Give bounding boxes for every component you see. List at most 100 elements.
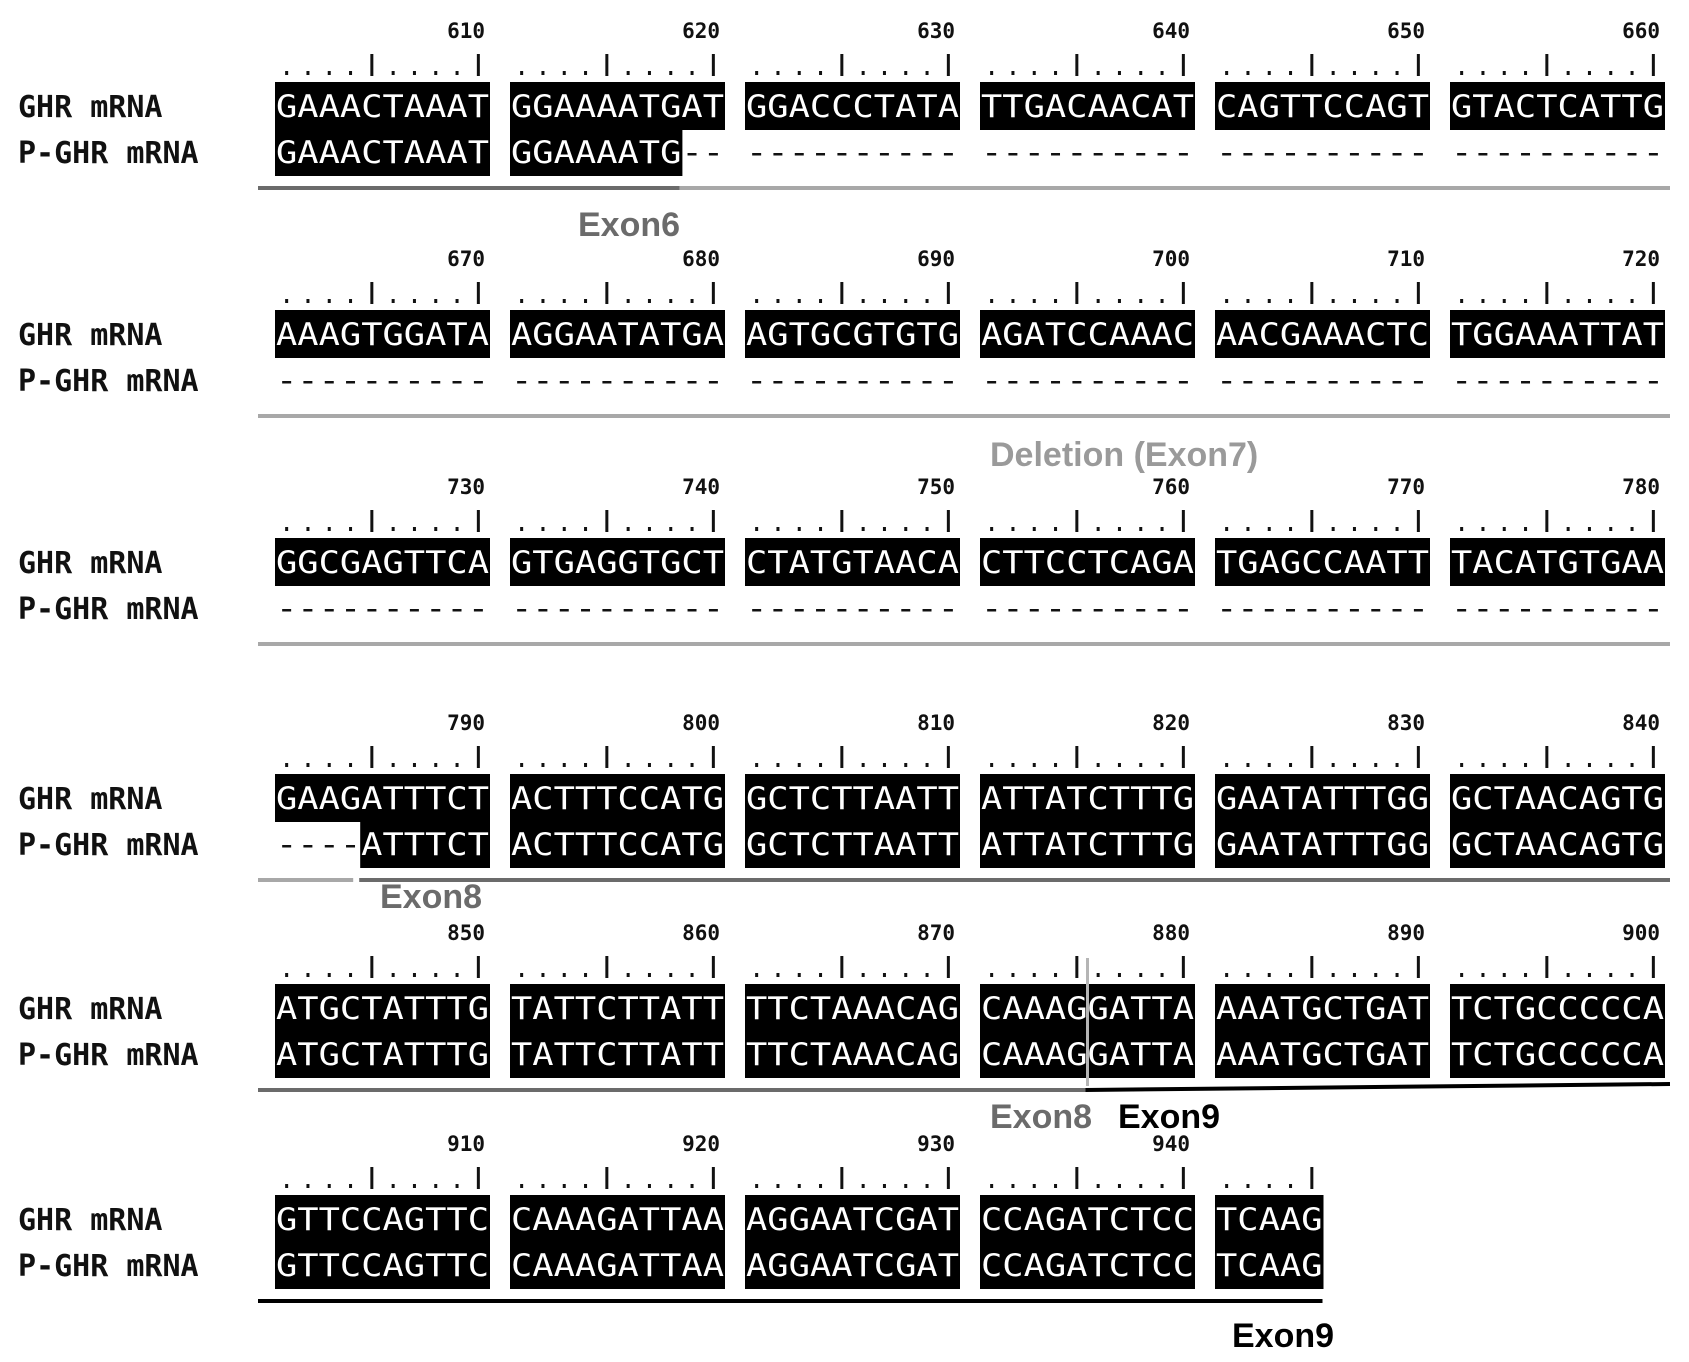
ruler-dot — [669, 763, 673, 767]
ruler-dot — [1267, 71, 1271, 75]
ruler-dot — [1587, 71, 1591, 75]
ruler-dot — [349, 973, 353, 977]
ruler-dot — [520, 1184, 524, 1188]
alignment-block: 910 920 930 940 GHR mRNA P-GHR mRNA GTTCCAGTTC… — [18, 1132, 1334, 1355]
ruler-dot — [990, 527, 994, 531]
ruler-dot — [669, 1184, 673, 1188]
ruler-dot — [776, 763, 780, 767]
ruler-dot — [1225, 299, 1229, 303]
ruler-dot — [1289, 1184, 1293, 1188]
ruler-dot — [541, 527, 545, 531]
ruler-dot — [626, 1184, 630, 1188]
ruler-dot — [904, 1184, 908, 1188]
position-number: 840 — [1622, 711, 1660, 735]
sequence-box — [275, 538, 490, 586]
sequence-box — [980, 820, 1195, 868]
ruler-dot — [1054, 1184, 1058, 1188]
ruler-dot — [1289, 763, 1293, 767]
alignment-block: 730 740 750 760 770 780 GHR mRNA P-GHR mRNA GGCG… — [18, 475, 1670, 646]
ruler-dot — [1289, 299, 1293, 303]
position-number: 680 — [682, 247, 720, 271]
ruler-dot — [990, 1184, 994, 1188]
ghr-sequence: TGGAAATTAT — [1451, 317, 1664, 353]
sequence-box — [745, 82, 960, 130]
ruler-dot — [925, 1184, 929, 1188]
ruler-dot — [520, 973, 524, 977]
pghr-sequence: GAATATTTGG — [1216, 827, 1429, 863]
ruler-dot — [755, 527, 759, 531]
ruler-dot — [797, 1184, 801, 1188]
sequence-box — [980, 82, 1195, 130]
ruler-dot — [541, 1184, 545, 1188]
ruler-dot — [434, 527, 438, 531]
ruler-dot — [1395, 299, 1399, 303]
ruler-dot — [1331, 527, 1335, 531]
ruler-dot — [1566, 71, 1570, 75]
ghr-sequence: GTGAGGTGCT — [511, 545, 724, 581]
ruler-dot — [1289, 973, 1293, 977]
ruler-dot — [1139, 299, 1143, 303]
ghr-sequence: TATTCTTATT — [511, 991, 724, 1027]
ruler-dot — [1460, 527, 1464, 531]
ruler-dot — [285, 527, 289, 531]
pghr-sequence: ---------- — [1216, 363, 1429, 399]
ruler-dot — [882, 763, 886, 767]
ruler-dot — [1609, 763, 1613, 767]
ruler-dot — [1524, 299, 1528, 303]
row-label-ghr: GHR mRNA — [18, 546, 163, 581]
ruler-dot — [1481, 71, 1485, 75]
sequence-box — [1215, 1195, 1324, 1243]
ruler-dot — [1096, 763, 1100, 767]
ruler-dot — [349, 763, 353, 767]
ruler-dot — [755, 973, 759, 977]
sequence-box — [745, 1195, 960, 1243]
pghr-sequence: TCAAG — [1216, 1248, 1323, 1284]
ruler-dot — [584, 71, 588, 75]
ruler-dot — [1139, 71, 1143, 75]
ruler-dot — [1225, 763, 1229, 767]
ruler-dot — [455, 299, 459, 303]
ghr-sequence: GAAGATTTCT — [276, 781, 489, 817]
ruler-dot — [349, 1184, 353, 1188]
position-number: 700 — [1152, 247, 1190, 271]
ruler-dot — [690, 1184, 694, 1188]
ruler-dot — [306, 71, 310, 75]
ruler-dot — [797, 763, 801, 767]
sequence-box — [275, 1030, 490, 1078]
ghr-sequence: GCTAACAGTG — [1451, 781, 1664, 817]
sequence-box — [275, 310, 490, 358]
ruler-dot — [925, 973, 929, 977]
ruler-dot — [434, 1184, 438, 1188]
ruler-dot — [541, 71, 545, 75]
sequence-box — [745, 538, 960, 586]
ghr-sequence: CTATGTAACA — [746, 545, 959, 581]
ghr-sequence: AGATCCAAAC — [981, 317, 1194, 353]
row-label-ghr: GHR mRNA — [18, 90, 163, 125]
ruler-dot — [1460, 299, 1464, 303]
ruler-dot — [690, 299, 694, 303]
ruler-dot — [755, 763, 759, 767]
sequence-box — [1450, 774, 1665, 822]
ruler-dot — [1395, 763, 1399, 767]
ruler-dot — [647, 527, 651, 531]
sequence-box — [510, 1241, 725, 1289]
ruler-dot — [882, 71, 886, 75]
ruler-dot — [990, 299, 994, 303]
position-number: 630 — [917, 19, 955, 43]
position-number: 920 — [682, 1132, 720, 1156]
pghr-sequence: ---------- — [746, 591, 959, 627]
position-number: 710 — [1387, 247, 1425, 271]
position-number: 640 — [1152, 19, 1190, 43]
sequence-box — [1450, 1030, 1665, 1078]
pghr-sequence: TCTGCCCCCA — [1451, 1037, 1664, 1073]
ruler-dot — [626, 763, 630, 767]
ruler-dot — [1117, 1184, 1121, 1188]
ruler-dot — [541, 763, 545, 767]
ruler-dot — [1352, 71, 1356, 75]
ghr-sequence: TACATGTGAA — [1451, 545, 1664, 581]
ruler-dot — [1160, 763, 1164, 767]
ruler-dot — [562, 973, 566, 977]
ghr-sequence: ATGCTATTTG — [276, 991, 489, 1027]
pghr-sequence: ---------- — [981, 363, 1194, 399]
ruler-dot — [1524, 973, 1528, 977]
